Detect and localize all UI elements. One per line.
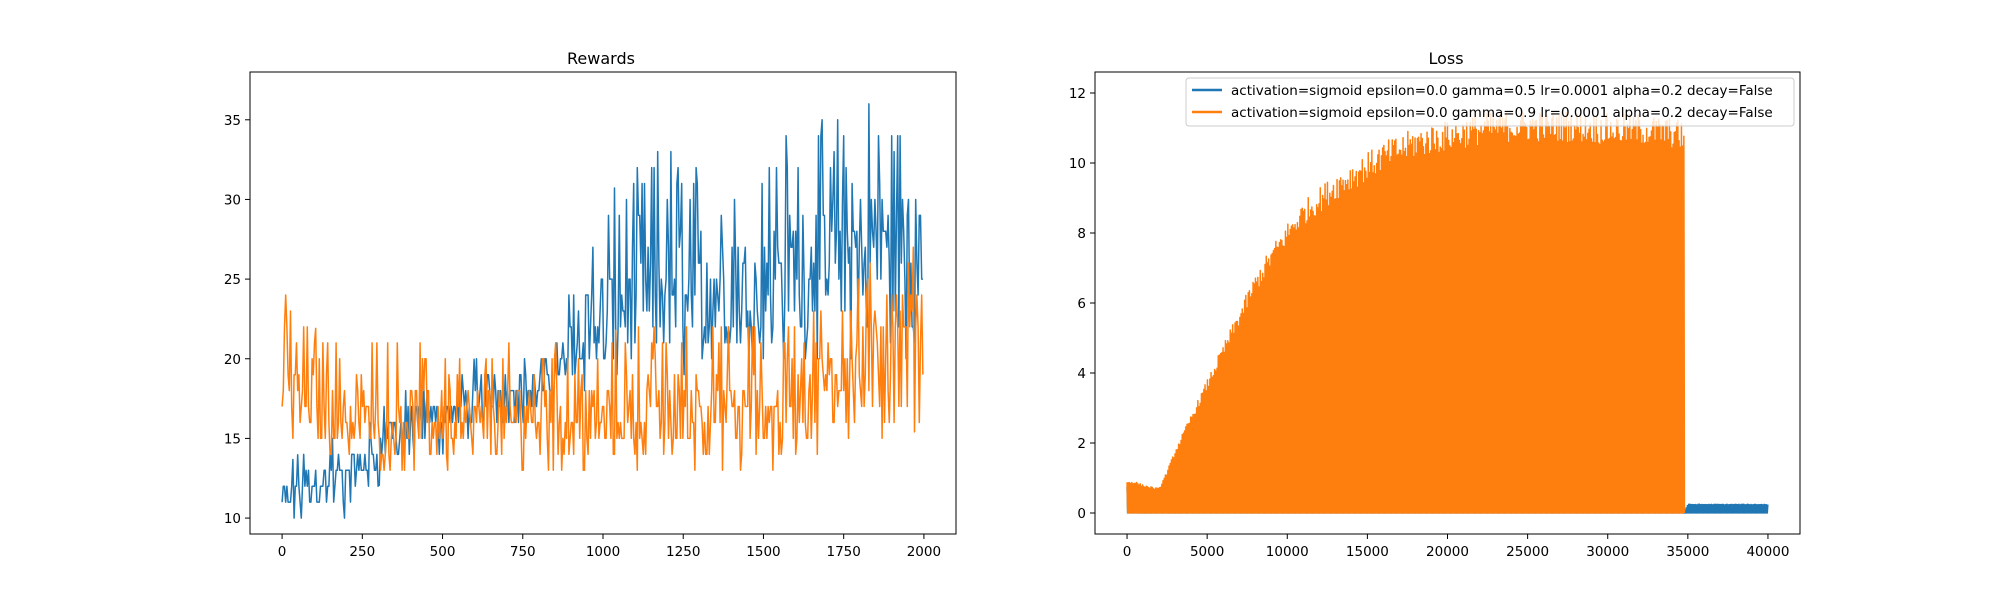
rewards-x-tick-label: 2000 — [907, 544, 941, 560]
rewards-series-2-line — [281, 246, 924, 472]
loss-plot-area — [1126, 111, 1769, 514]
rewards-x-tick-label: 1000 — [586, 544, 620, 560]
loss-x-tick-label: 40000 — [1746, 544, 1789, 560]
legend-label-series-2: activation=sigmoid epsilon=0.0 gamma=0.9… — [1231, 105, 1773, 121]
loss-x-tick-label: 30000 — [1586, 544, 1629, 560]
legend-label-series-1: activation=sigmoid epsilon=0.0 gamma=0.5… — [1231, 83, 1773, 99]
rewards-x-ticks: 0 250 500 750 1000 1250 1500 1750 2000 — [278, 534, 941, 560]
loss-x-tick-label: 5000 — [1190, 544, 1224, 560]
loss-x-tick-label: 20000 — [1426, 544, 1469, 560]
loss-y-tick-label: 8 — [1077, 226, 1086, 242]
loss-x-tick-label: 10000 — [1266, 544, 1309, 560]
loss-axes: Loss 0 5000 10000 15000 20000 25000 30000 35000… — [1069, 49, 1801, 560]
rewards-y-tick-label: 25 — [224, 272, 241, 288]
loss-series-2-line — [1126, 111, 1686, 514]
rewards-x-tick-label: 1500 — [746, 544, 780, 560]
legend-box — [1185, 77, 1795, 127]
loss-y-ticks: 0 2 4 6 8 10 12 — [1069, 86, 1095, 522]
rewards-y-tick-label: 20 — [224, 352, 241, 368]
rewards-y-tick-label: 15 — [224, 431, 241, 447]
loss-x-tick-label: 25000 — [1506, 544, 1549, 560]
rewards-x-tick-label: 0 — [278, 544, 287, 560]
loss-y-tick-label: 0 — [1077, 506, 1086, 522]
rewards-y-ticks: 10 15 20 25 30 35 — [224, 113, 250, 527]
loss-x-tick-label: 35000 — [1666, 544, 1709, 560]
loss-y-tick-label: 10 — [1069, 156, 1086, 172]
rewards-x-tick-label: 250 — [349, 544, 375, 560]
loss-y-tick-label: 6 — [1077, 296, 1086, 312]
rewards-y-tick-label: 35 — [224, 113, 241, 129]
rewards-x-tick-label: 750 — [510, 544, 536, 560]
loss-legend: activation=sigmoid epsilon=0.0 gamma=0.5… — [1185, 77, 1795, 127]
rewards-x-tick-label: 1750 — [827, 544, 861, 560]
rewards-title: Rewards — [567, 49, 635, 68]
rewards-x-tick-label: 1250 — [666, 544, 700, 560]
rewards-y-tick-label: 30 — [224, 192, 241, 208]
loss-y-tick-label: 4 — [1077, 366, 1086, 382]
loss-x-ticks: 0 5000 10000 15000 20000 25000 30000 35000 40000 — [1123, 534, 1789, 560]
rewards-x-tick-label: 500 — [430, 544, 456, 560]
loss-x-tick-label: 15000 — [1346, 544, 1389, 560]
rewards-plot-area — [281, 103, 924, 519]
rewards-y-tick-label: 10 — [224, 511, 241, 527]
loss-y-tick-label: 2 — [1077, 436, 1086, 452]
rewards-axes: Rewards 0 250 500 750 1000 1250 1500 1750 2000 1… — [224, 49, 957, 560]
loss-title: Loss — [1428, 49, 1463, 68]
loss-y-tick-label: 12 — [1069, 86, 1086, 102]
loss-x-tick-label: 0 — [1123, 544, 1132, 560]
